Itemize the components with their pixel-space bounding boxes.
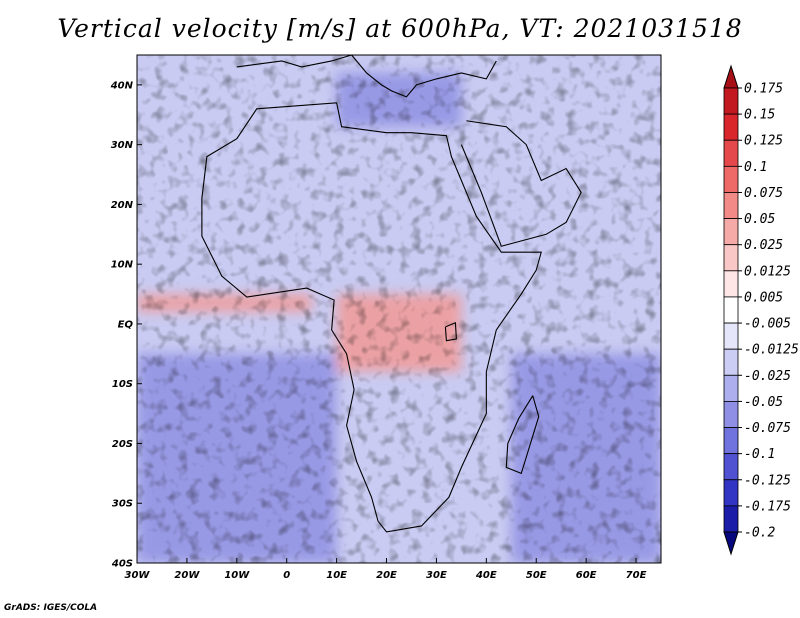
x-tick-label: 50E <box>526 570 547 581</box>
colorbar-max-arrow <box>723 64 739 89</box>
colorbar-segment <box>723 165 739 193</box>
y-tick-label: 40N <box>110 80 134 91</box>
colorbar-label: 0.025 <box>744 238 783 253</box>
x-tick-label: 10W <box>224 570 250 581</box>
y-tick-label: 20S <box>112 439 133 450</box>
colorbar: 0.175 0.15 0.125 0.1 0.075 0.05 0.025 0.0125 0.0… <box>723 64 799 556</box>
y-tick-label: 10N <box>111 260 134 271</box>
colorbar-segment <box>723 401 739 428</box>
colorbar-label: -0.075 <box>744 421 791 436</box>
plot-frame <box>136 54 662 564</box>
x-tick-label: 30E <box>426 570 447 581</box>
velocity-field <box>137 55 661 563</box>
y-tick-label: EQ <box>118 319 134 330</box>
colorbar-label: 0.005 <box>744 290 783 305</box>
coast-africa <box>201 102 542 533</box>
colorbar-label: 0.125 <box>744 134 783 149</box>
colorbar-label: -0.05 <box>744 395 783 410</box>
colorbar-segment <box>723 139 739 167</box>
colorbar-label: -0.1 <box>744 447 775 462</box>
colorbar-segment <box>723 479 739 507</box>
credit-label: GrADS: IGES/COLA <box>4 603 98 613</box>
colorbar-segment <box>723 192 739 219</box>
colorbar-segment <box>723 218 739 246</box>
x-tick-label: 20W <box>174 570 200 581</box>
colorbar-segment <box>723 244 739 272</box>
x-tick-label: 40E <box>475 570 497 581</box>
colorbar-label: -0.2 <box>744 526 775 541</box>
field-texture <box>137 55 661 563</box>
colorbar-segment <box>723 427 739 455</box>
colorbar-min-arrow <box>723 531 739 556</box>
colorbar-label: -0.125 <box>744 473 791 488</box>
x-tick-label: 0 <box>283 570 290 581</box>
x-tick-label: 70E <box>626 570 647 581</box>
colorbar-segment <box>723 270 739 298</box>
x-tick-label: 60E <box>576 570 597 581</box>
colorbar-label: 0.1 <box>744 160 767 175</box>
x-axis: 30W 20W 10W 0 10E 20E 30E 40E 50E 60E 70E <box>125 558 647 581</box>
x-tick-label: 10E <box>326 570 347 581</box>
colorbar-label: 0.15 <box>744 108 775 123</box>
coast-arabia <box>460 120 582 247</box>
coast-europe <box>236 55 497 98</box>
coast-lake-victoria <box>444 321 457 342</box>
coast-madagascar <box>505 395 540 475</box>
colorbar-label: 0.0125 <box>744 264 791 279</box>
y-axis: 40N 30N 20N 10N EQ 10S 20S 30S 40S <box>110 80 142 570</box>
colorbar-segment <box>723 505 739 533</box>
y-tick-label: 40S <box>111 559 133 570</box>
colorbar-label: -0.175 <box>744 499 791 514</box>
colorbar-label: 0.175 <box>744 82 783 97</box>
y-tick-label: 10S <box>112 379 133 390</box>
colorbar-segment <box>723 348 739 376</box>
colorbar-label: -0.005 <box>744 317 791 332</box>
y-tick-label: 30N <box>111 140 134 151</box>
colorbar-segment <box>723 113 739 141</box>
x-tick-label: 30W <box>125 570 151 581</box>
colorbar-label: 0.05 <box>744 212 775 227</box>
colorbar-segment <box>723 296 739 324</box>
colorbar-label: -0.0125 <box>744 343 799 358</box>
x-tick-label: 20E <box>376 570 397 581</box>
colorbar-segment <box>723 322 739 350</box>
chart-title: Vertical velocity [m/s] at 600hPa, VT: 2… <box>57 14 743 43</box>
y-tick-label: 20N <box>111 200 134 211</box>
y-tick-label: 30S <box>112 499 133 510</box>
colorbar-segment <box>723 374 739 402</box>
colorbar-segment <box>723 453 739 481</box>
colorbar-segment <box>723 87 739 115</box>
colorbar-label: -0.025 <box>744 369 791 384</box>
colorbar-label: 0.075 <box>744 186 783 201</box>
